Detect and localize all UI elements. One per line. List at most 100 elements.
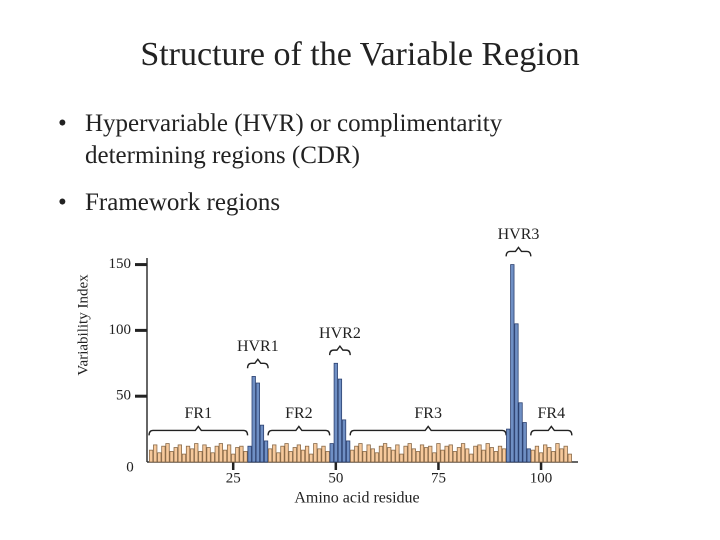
bullet: • Hypervariable (HVR) or complimentarity … (58, 108, 585, 172)
bar (460, 443, 466, 463)
bar (313, 443, 318, 463)
bar (235, 447, 240, 463)
bar (501, 448, 507, 463)
bar (382, 443, 388, 463)
bar (407, 443, 412, 463)
bar (452, 451, 457, 463)
bar (399, 453, 404, 463)
bar (378, 445, 384, 463)
bar (444, 445, 449, 463)
region-bracket (246, 358, 269, 369)
x-tick-label: 50 (328, 470, 343, 486)
bar (288, 451, 293, 463)
bar (534, 445, 540, 463)
bar (374, 452, 379, 463)
x-tick-label: 75 (431, 470, 446, 486)
y-tick-label: 50 (116, 388, 131, 404)
bar (165, 443, 170, 463)
bar (259, 424, 265, 463)
region-bracket (267, 425, 331, 436)
bar (428, 445, 433, 463)
bar (497, 445, 503, 463)
slide-title: Structure of the Variable Region (140, 36, 580, 73)
bar (268, 448, 273, 463)
region-label: HVR2 (319, 325, 361, 342)
bar (358, 443, 363, 463)
bar (432, 452, 437, 463)
bar (522, 422, 527, 463)
y-tick-label: 150 (109, 256, 132, 272)
bar (469, 453, 474, 463)
bar (403, 445, 408, 463)
bar (272, 444, 277, 463)
bar (337, 378, 343, 463)
region-label: FR3 (414, 405, 442, 422)
bar (329, 443, 334, 463)
bar (296, 444, 302, 463)
bar (194, 443, 199, 463)
bar (448, 444, 453, 463)
bar (551, 451, 556, 463)
bar (218, 443, 224, 463)
bar (362, 451, 367, 463)
bar (210, 452, 215, 463)
bullet-text: Framework regions (85, 189, 281, 216)
bar (263, 440, 269, 463)
bar (226, 444, 232, 463)
y-axis-label: Variability Index (75, 274, 91, 376)
y-tick-label: 0 (126, 459, 134, 475)
bar (276, 452, 281, 463)
bar (148, 449, 154, 463)
bar (456, 447, 462, 463)
bar (506, 428, 511, 463)
bar (247, 445, 252, 463)
bar (477, 444, 482, 463)
x-axis-label: Amino acid residue (294, 490, 419, 507)
bar (169, 451, 174, 463)
bar (243, 451, 248, 463)
bar (473, 445, 478, 463)
bar (485, 443, 490, 463)
bar (198, 451, 203, 463)
region-bracket (349, 425, 507, 436)
bar (255, 382, 260, 463)
bar (153, 444, 158, 463)
bar (555, 443, 560, 463)
bar (321, 445, 326, 463)
bar (538, 452, 544, 463)
bar (333, 362, 338, 463)
bar (231, 453, 236, 463)
x-tick-label: 100 (530, 470, 553, 486)
bar (190, 448, 195, 463)
bar (370, 448, 375, 463)
bar (547, 447, 552, 463)
region-label: FR1 (185, 405, 213, 422)
bar (567, 453, 572, 463)
bar (214, 445, 219, 463)
bar (177, 444, 182, 463)
bar (510, 264, 515, 463)
bar (239, 445, 244, 463)
bar (284, 443, 289, 463)
bar (325, 451, 330, 463)
region-label: HVR1 (237, 338, 279, 355)
region-bracket (530, 425, 573, 436)
bar (387, 447, 392, 463)
bar (354, 445, 359, 463)
bar (185, 445, 191, 463)
bar (346, 440, 351, 463)
bar (309, 453, 314, 463)
bar (526, 448, 531, 463)
bar (395, 444, 400, 463)
bullet-text: Hypervariable (HVR) or complimentarity d… (85, 110, 503, 169)
bar (415, 451, 421, 463)
region-label: FR4 (538, 405, 566, 422)
bar (493, 451, 499, 463)
region-bracket (148, 425, 249, 436)
region-label: HVR3 (498, 226, 540, 243)
bar (366, 444, 371, 463)
y-tick-label: 100 (109, 322, 132, 338)
bar (543, 444, 548, 463)
